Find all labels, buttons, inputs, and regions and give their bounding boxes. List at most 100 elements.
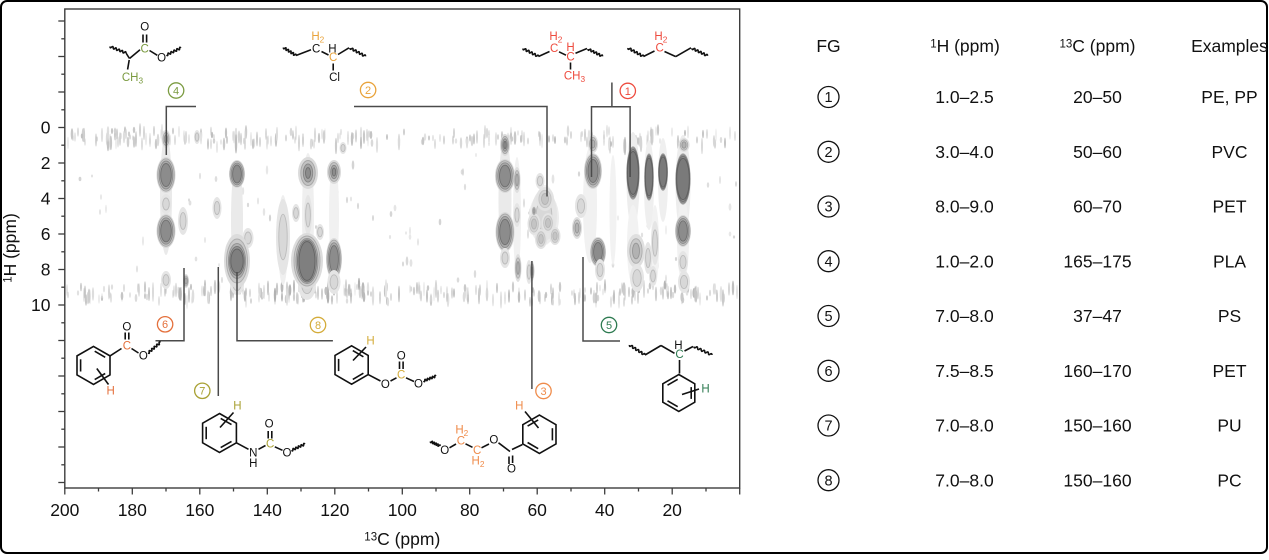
svg-text:H2: H2 bbox=[472, 455, 485, 469]
svg-text:100: 100 bbox=[388, 500, 417, 520]
svg-text:1H (ppm): 1H (ppm) bbox=[930, 36, 1000, 56]
svg-text:H2: H2 bbox=[654, 31, 667, 45]
svg-text:O: O bbox=[489, 435, 498, 447]
svg-text:6: 6 bbox=[824, 364, 832, 380]
svg-text:3: 3 bbox=[540, 386, 546, 398]
svg-text:PET: PET bbox=[1212, 197, 1246, 217]
svg-text:C: C bbox=[141, 43, 149, 55]
svg-text:0: 0 bbox=[41, 118, 51, 138]
svg-text:O: O bbox=[140, 22, 149, 34]
svg-text:8: 8 bbox=[41, 260, 51, 280]
svg-text:O: O bbox=[381, 379, 390, 391]
svg-text:C: C bbox=[397, 369, 405, 381]
svg-text:150–160: 150–160 bbox=[1063, 470, 1131, 490]
svg-text:PE, PP: PE, PP bbox=[1201, 87, 1257, 107]
svg-text:O: O bbox=[440, 445, 449, 457]
svg-text:10: 10 bbox=[31, 295, 51, 315]
svg-text:N: N bbox=[249, 447, 257, 459]
svg-text:H: H bbox=[249, 458, 257, 470]
svg-text:13C (ppm): 13C (ppm) bbox=[1060, 36, 1136, 56]
svg-text:PLA: PLA bbox=[1213, 251, 1246, 271]
svg-text:3: 3 bbox=[824, 200, 832, 216]
svg-text:H2: H2 bbox=[455, 425, 468, 439]
svg-text:7: 7 bbox=[824, 419, 832, 435]
svg-text:8.0–9.0: 8.0–9.0 bbox=[935, 197, 994, 217]
svg-text:8: 8 bbox=[315, 320, 321, 332]
svg-text:O: O bbox=[157, 52, 166, 64]
svg-text:H: H bbox=[106, 386, 114, 398]
svg-text:37–47: 37–47 bbox=[1073, 306, 1122, 326]
svg-text:4: 4 bbox=[173, 85, 179, 97]
svg-text:PU: PU bbox=[1217, 416, 1241, 436]
svg-text:FG: FG bbox=[816, 36, 840, 56]
svg-text:7.5–8.5: 7.5–8.5 bbox=[935, 361, 993, 381]
svg-text:C: C bbox=[655, 43, 663, 55]
svg-text:13C (ppm): 13C (ppm) bbox=[364, 529, 440, 549]
svg-text:H: H bbox=[674, 340, 682, 352]
svg-text:5: 5 bbox=[824, 309, 832, 325]
svg-text:160: 160 bbox=[185, 500, 214, 520]
svg-text:H: H bbox=[366, 336, 374, 348]
svg-text:Examples: Examples bbox=[1191, 36, 1268, 56]
svg-text:1.0–2.0: 1.0–2.0 bbox=[935, 251, 994, 271]
svg-text:200: 200 bbox=[50, 500, 79, 520]
svg-text:Cl: Cl bbox=[329, 72, 340, 84]
svg-text:7.0–8.0: 7.0–8.0 bbox=[935, 306, 994, 326]
svg-text:60: 60 bbox=[527, 500, 547, 520]
svg-text:2: 2 bbox=[365, 85, 371, 97]
svg-text:C: C bbox=[566, 52, 574, 64]
svg-text:C: C bbox=[473, 445, 481, 457]
svg-text:7.0–8.0: 7.0–8.0 bbox=[935, 470, 994, 490]
svg-text:1: 1 bbox=[625, 86, 631, 98]
svg-text:165–175: 165–175 bbox=[1063, 251, 1131, 271]
svg-text:PET: PET bbox=[1212, 361, 1246, 381]
svg-text:140: 140 bbox=[253, 500, 282, 520]
svg-text:H: H bbox=[566, 42, 574, 54]
svg-text:4: 4 bbox=[824, 254, 832, 270]
svg-text:O: O bbox=[507, 464, 516, 476]
svg-text:C: C bbox=[123, 341, 131, 353]
svg-text:C: C bbox=[329, 52, 337, 64]
svg-text:3.0–4.0: 3.0–4.0 bbox=[935, 142, 994, 162]
svg-text:180: 180 bbox=[118, 500, 147, 520]
svg-text:1H (ppm): 1H (ppm) bbox=[0, 213, 20, 283]
svg-text:PVC: PVC bbox=[1212, 142, 1248, 162]
svg-text:6: 6 bbox=[162, 319, 168, 331]
svg-text:PC: PC bbox=[1217, 470, 1241, 490]
svg-text:O: O bbox=[265, 419, 274, 431]
svg-text:H: H bbox=[233, 401, 241, 413]
svg-text:150–160: 150–160 bbox=[1063, 416, 1131, 436]
svg-text:80: 80 bbox=[460, 500, 480, 520]
svg-text:7: 7 bbox=[199, 386, 205, 398]
svg-text:160–170: 160–170 bbox=[1063, 361, 1131, 381]
svg-text:C: C bbox=[550, 43, 558, 55]
svg-text:H: H bbox=[701, 384, 709, 396]
svg-text:5: 5 bbox=[606, 320, 612, 332]
svg-text:40: 40 bbox=[595, 500, 615, 520]
svg-text:O: O bbox=[414, 379, 423, 391]
svg-text:2: 2 bbox=[824, 145, 832, 161]
svg-text:1: 1 bbox=[824, 90, 832, 106]
svg-text:O: O bbox=[397, 351, 406, 363]
svg-text:O: O bbox=[139, 351, 148, 363]
svg-text:O: O bbox=[122, 322, 131, 334]
svg-text:C: C bbox=[312, 43, 320, 55]
svg-text:CH3: CH3 bbox=[564, 71, 586, 85]
svg-text:8: 8 bbox=[824, 473, 832, 489]
svg-text:C: C bbox=[457, 435, 465, 447]
svg-text:6: 6 bbox=[41, 224, 51, 244]
svg-text:20: 20 bbox=[662, 500, 682, 520]
svg-text:120: 120 bbox=[320, 500, 349, 520]
svg-text:H2: H2 bbox=[311, 31, 324, 45]
svg-text:60–70: 60–70 bbox=[1073, 197, 1122, 217]
svg-text:4: 4 bbox=[41, 189, 51, 209]
svg-text:H: H bbox=[328, 43, 336, 55]
svg-text:50–60: 50–60 bbox=[1073, 142, 1122, 162]
svg-text:2: 2 bbox=[41, 153, 51, 173]
svg-text:O: O bbox=[283, 447, 292, 459]
svg-text:1.0–2.5: 1.0–2.5 bbox=[935, 87, 993, 107]
svg-text:H2: H2 bbox=[549, 31, 562, 45]
svg-text:CH3: CH3 bbox=[122, 72, 144, 86]
svg-text:H: H bbox=[515, 401, 523, 413]
svg-text:20–50: 20–50 bbox=[1073, 87, 1122, 107]
